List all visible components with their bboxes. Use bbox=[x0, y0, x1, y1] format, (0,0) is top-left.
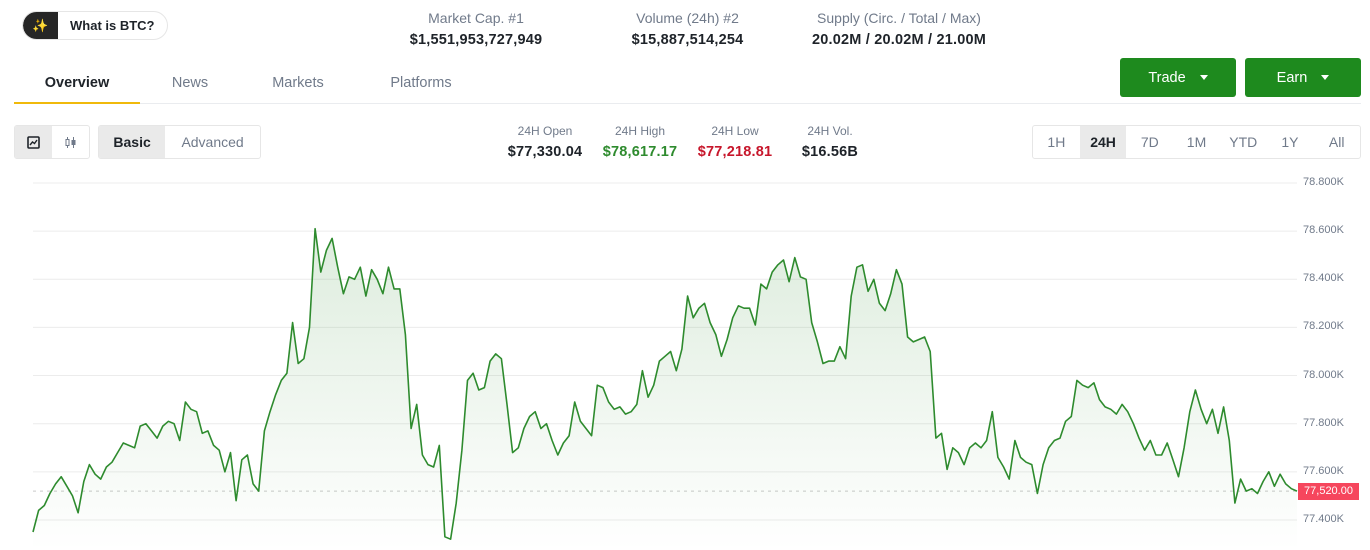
y-axis-tick-label: 78.000K bbox=[1303, 368, 1344, 381]
y-axis-tick-label: 78.200K bbox=[1303, 320, 1344, 333]
price-chart[interactable]: 78.800K 78.600K 78.400K 78.200K 78.000K 77.80… bbox=[0, 170, 1370, 550]
y-axis-tick-label: 77.600K bbox=[1303, 464, 1344, 477]
supply-label: Supply (Circ. / Total / Max) bbox=[817, 10, 981, 26]
range-24h[interactable]: 24H bbox=[1079, 126, 1127, 158]
price-area-fill bbox=[33, 228, 1297, 550]
volume-value: $15,887,514,254 bbox=[631, 32, 744, 48]
market-cap-label: Market Cap. #1 bbox=[428, 10, 524, 26]
tab-news[interactable]: News bbox=[171, 75, 209, 91]
y-axis-tick-label: 78.400K bbox=[1303, 272, 1344, 285]
range-all[interactable]: All bbox=[1328, 134, 1345, 150]
y-axis-tick-label: 77.800K bbox=[1303, 416, 1344, 429]
range-1y[interactable]: 1Y bbox=[1281, 134, 1299, 150]
tab-overview[interactable]: Overview bbox=[14, 64, 140, 104]
y-axis-tick-label: 78.600K bbox=[1303, 224, 1344, 237]
open-value: $77,330.04 bbox=[507, 144, 583, 160]
current-price-tag: 77,520.00 bbox=[1298, 482, 1359, 500]
earn-button[interactable]: Earn bbox=[1245, 58, 1361, 97]
market-cap-value: $1,551,953,727,949 bbox=[409, 32, 543, 48]
line-chart-icon bbox=[27, 135, 40, 149]
market-cap-stat: Market Cap. #1 $1,551,953,727,949 bbox=[395, 9, 557, 53]
price-chart-plot[interactable] bbox=[0, 170, 1370, 550]
line-chart-button[interactable] bbox=[15, 126, 52, 158]
volume-stat: Volume (24h) #2 $15,887,514,254 bbox=[615, 9, 760, 53]
basic-mode-button[interactable]: Basic bbox=[99, 126, 166, 158]
volume-label: Volume (24h) #2 bbox=[636, 10, 739, 26]
advanced-mode-button[interactable]: Advanced bbox=[181, 134, 244, 150]
trade-button[interactable]: Trade bbox=[1120, 58, 1236, 97]
mode-toggle: Basic Advanced bbox=[98, 125, 261, 159]
chart-type-toggle bbox=[14, 125, 90, 159]
y-axis-tick-label: 78.800K bbox=[1303, 176, 1344, 188]
what-is-btc-button[interactable]: ✨ What is BTC? bbox=[22, 11, 168, 40]
tab-markets[interactable]: Markets bbox=[272, 75, 324, 91]
low-stat: 24H Low $77,218.81 bbox=[692, 123, 778, 165]
low-value: $77,218.81 bbox=[697, 144, 773, 160]
sparkles-icon: ✨ bbox=[23, 12, 58, 39]
range-7d[interactable]: 7D bbox=[1140, 134, 1159, 150]
caret-down-icon bbox=[1321, 75, 1330, 80]
range-1h[interactable]: 1H bbox=[1047, 134, 1066, 150]
volume-24h-stat: 24H Vol. $16.56B bbox=[794, 123, 866, 165]
y-axis-tick-label: 77.400K bbox=[1303, 512, 1344, 525]
caret-down-icon bbox=[1199, 75, 1208, 80]
range-ytd[interactable]: YTD bbox=[1229, 134, 1258, 150]
supply-stat: Supply (Circ. / Total / Max) 20.02M / 20… bbox=[793, 9, 1005, 53]
high-stat: 24H High $78,617.17 bbox=[598, 123, 682, 165]
price-line bbox=[32, 227, 1298, 541]
earn-label: Earn bbox=[1276, 69, 1308, 86]
high-label: 24H High bbox=[614, 124, 666, 138]
candlestick-icon bbox=[65, 136, 76, 148]
open-label: 24H Open bbox=[517, 124, 573, 138]
high-value: $78,617.17 bbox=[602, 144, 678, 160]
volume-24h-label: 24H Vol. bbox=[807, 124, 853, 138]
tab-platforms[interactable]: Platforms bbox=[390, 75, 452, 91]
candlestick-button[interactable] bbox=[52, 126, 89, 158]
time-range-selector: 1H 24H 7D 1M YTD 1Y All bbox=[1032, 125, 1361, 159]
volume-24h-value: $16.56B bbox=[801, 144, 859, 160]
range-1m[interactable]: 1M bbox=[1186, 134, 1207, 150]
supply-value: 20.02M / 20.02M / 21.00M bbox=[811, 32, 987, 48]
trade-label: Trade bbox=[1148, 69, 1186, 86]
what-is-btc-label: What is BTC? bbox=[70, 18, 155, 33]
open-stat: 24H Open $77,330.04 bbox=[500, 123, 590, 165]
section-tabs: Overview News Markets Platforms bbox=[14, 64, 1361, 104]
low-label: 24H Low bbox=[711, 124, 759, 138]
